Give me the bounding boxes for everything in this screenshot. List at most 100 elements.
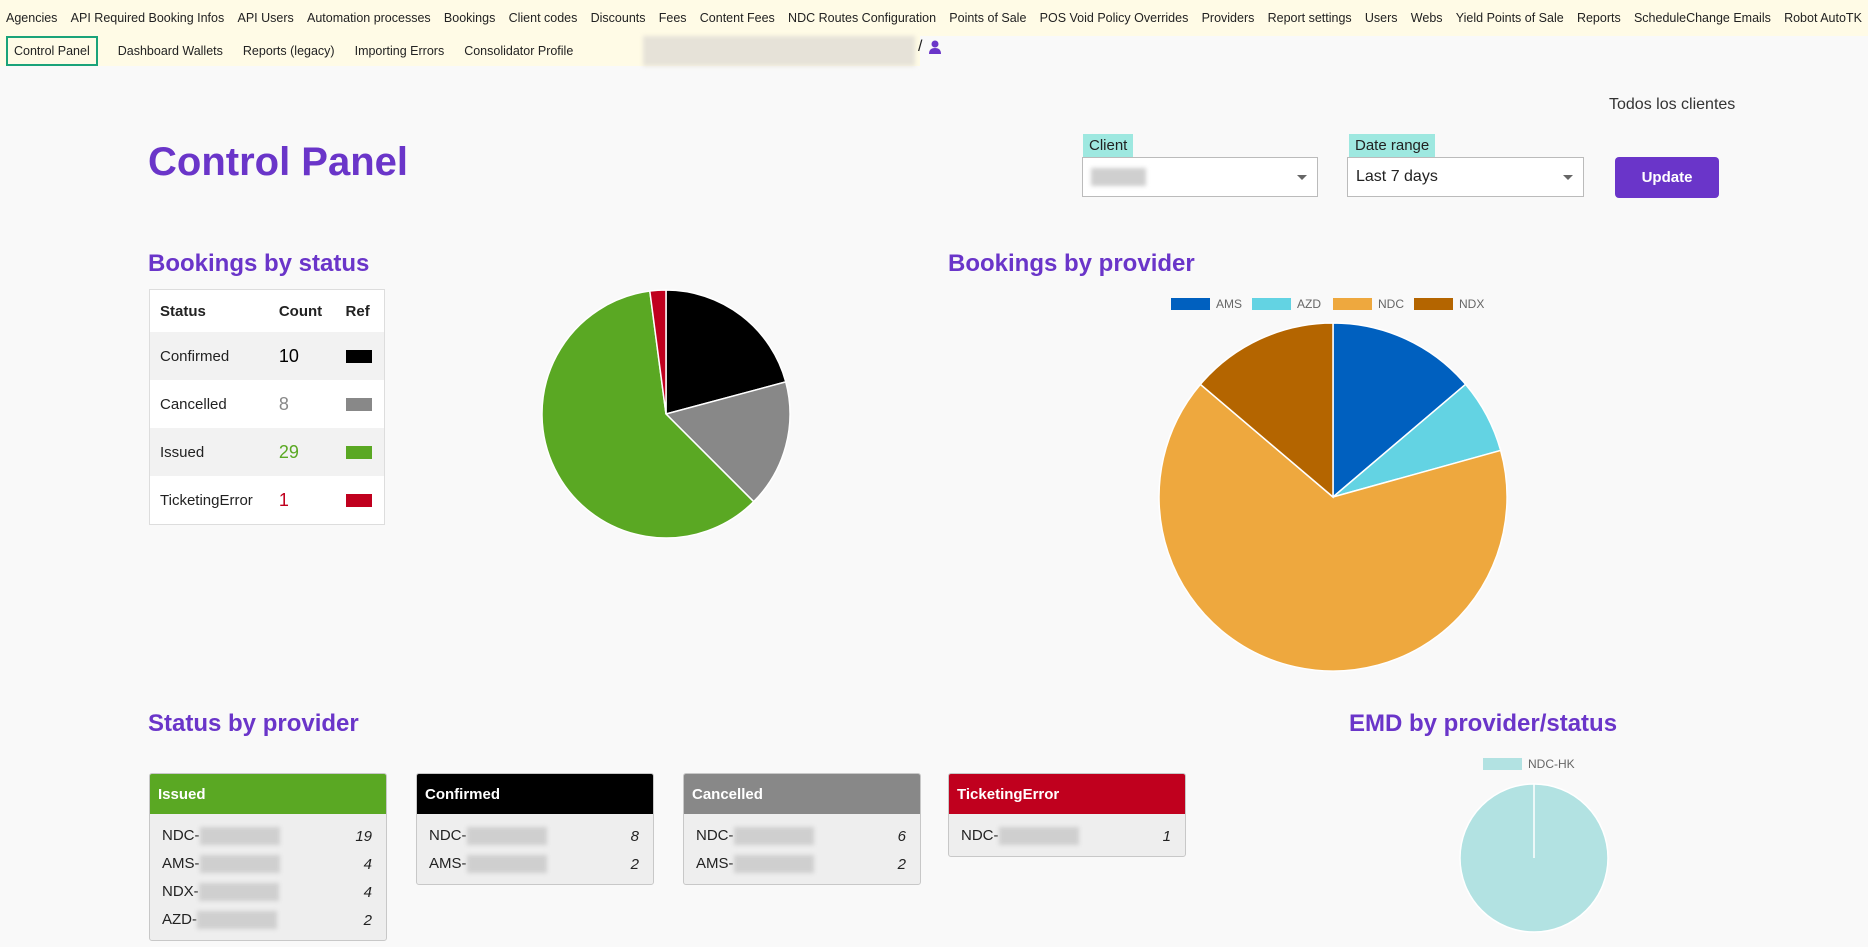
legend-label: AMS bbox=[1216, 297, 1242, 311]
card-row: NDX- 4 bbox=[150, 878, 386, 906]
nav-item[interactable]: Automation processes bbox=[306, 11, 431, 25]
status-name: Issued bbox=[149, 428, 269, 476]
nav-item[interactable]: Providers bbox=[1201, 11, 1255, 25]
provider-name: NDX- bbox=[162, 882, 199, 900]
pie-slice bbox=[664, 380, 791, 503]
provider-cell: NDC- bbox=[429, 827, 547, 846]
status-ref-cell bbox=[335, 332, 385, 380]
status-count: 8 bbox=[278, 393, 289, 414]
date-value: Last 7 days bbox=[1356, 168, 1438, 185]
status-name: TicketingError bbox=[160, 491, 253, 509]
nav-item[interactable]: Yield Points of Sale bbox=[1455, 11, 1564, 25]
table-row: Cancelled 8 bbox=[150, 380, 385, 428]
table-header: Ref bbox=[345, 302, 370, 320]
user-icon[interactable] bbox=[928, 40, 942, 54]
card-body: NDC- 8 AMS- 2 bbox=[417, 822, 653, 884]
status-swatch bbox=[345, 349, 372, 363]
provider-cell: NDX- bbox=[162, 882, 279, 902]
nav-item[interactable]: Bookings bbox=[443, 11, 496, 25]
table-row: Confirmed 10 bbox=[149, 332, 385, 380]
provider-blurred bbox=[466, 855, 547, 874]
provider-name: NDC- bbox=[961, 826, 999, 844]
status-ref-cell bbox=[336, 380, 385, 428]
legend-label: AZD bbox=[1297, 297, 1321, 311]
legend-label: NDC bbox=[1378, 297, 1404, 311]
status-count: 1 bbox=[278, 489, 289, 510]
pie-slice bbox=[1332, 383, 1502, 498]
card-row: AMS- 2 bbox=[684, 850, 920, 878]
provider-blurred bbox=[199, 827, 280, 846]
pie-slice bbox=[541, 290, 755, 539]
nav-item[interactable]: ScheduleChange Emails bbox=[1633, 11, 1771, 25]
status-count: 10 bbox=[268, 332, 336, 380]
client-scope: Todos los clientes bbox=[1609, 96, 1736, 113]
provider-blurred bbox=[733, 827, 814, 846]
nav-item[interactable]: POS Void Policy Overrides bbox=[1039, 11, 1189, 25]
card-header: TicketingError bbox=[949, 774, 1185, 814]
card-row: NDC- 19 bbox=[150, 822, 386, 850]
legend-swatch bbox=[1483, 758, 1522, 770]
provider-cell: AMS- bbox=[696, 855, 814, 874]
status-ref-cell bbox=[335, 428, 385, 476]
card-row: NDC- 6 bbox=[684, 822, 920, 850]
section-title: Bookings by status bbox=[148, 250, 370, 277]
nav-item[interactable]: Robot AutoTK bbox=[1784, 11, 1862, 25]
provider-blurred bbox=[198, 883, 279, 902]
provider-name: NDC- bbox=[696, 826, 734, 844]
nav-item[interactable]: Dashboard Wallets bbox=[117, 44, 223, 58]
nav-item[interactable]: Control Panel bbox=[6, 36, 98, 66]
section-title: EMD by provider/status bbox=[1349, 710, 1618, 737]
provider-cell: AMS- bbox=[162, 855, 280, 874]
status-swatch bbox=[345, 445, 372, 459]
provider-count: 4 bbox=[363, 883, 372, 901]
nav-item[interactable]: NDC Routes Configuration bbox=[788, 11, 937, 25]
nav-item[interactable]: API Users bbox=[237, 11, 294, 25]
card-row: AMS- 4 bbox=[150, 850, 386, 878]
client-blurred bbox=[1091, 168, 1146, 186]
provider-count: 6 bbox=[897, 827, 906, 845]
provider-count: 2 bbox=[630, 855, 639, 873]
nav-item[interactable]: Reports (legacy) bbox=[242, 44, 335, 58]
nav-item[interactable]: Webs bbox=[1410, 11, 1443, 25]
pie-slice bbox=[648, 289, 667, 415]
provider-count: 2 bbox=[897, 855, 906, 873]
card-header: Issued bbox=[150, 774, 386, 814]
user-blurred bbox=[643, 36, 915, 66]
nav-item[interactable]: Reports bbox=[1576, 11, 1621, 25]
nav-item[interactable]: Client codes bbox=[508, 11, 578, 25]
status-card: Issued NDC- 19 AMS- 4 NDX- 4 AZD- 2 bbox=[149, 773, 387, 941]
card-body: NDC- 1 bbox=[949, 822, 1185, 856]
nav-item[interactable]: Points of Sale bbox=[949, 11, 1027, 25]
user-separator: / bbox=[918, 38, 923, 55]
client-select[interactable] bbox=[1082, 157, 1318, 197]
nav-item[interactable]: Consolidator Profile bbox=[464, 44, 574, 58]
pie-slice bbox=[665, 289, 787, 415]
card-row: NDC- 1 bbox=[949, 822, 1185, 850]
status-swatch bbox=[345, 397, 372, 411]
nav-item[interactable]: Agencies bbox=[6, 11, 58, 25]
legend-swatch bbox=[1333, 298, 1372, 310]
nav-row: Agencies API Required Booking Infos API Us… bbox=[0, 0, 1868, 36]
card-header: Cancelled bbox=[684, 774, 920, 814]
nav-item[interactable]: Users bbox=[1364, 11, 1398, 25]
nav-item[interactable]: Content Fees bbox=[699, 11, 775, 25]
provider-name: NDC- bbox=[162, 826, 200, 844]
provider-blurred bbox=[998, 827, 1079, 846]
status-swatch bbox=[345, 493, 372, 507]
table-header: Count bbox=[278, 302, 323, 320]
nav-item[interactable]: Discounts bbox=[590, 11, 646, 25]
date-select[interactable]: Last 7 days bbox=[1347, 157, 1584, 197]
pie-slice bbox=[1158, 383, 1508, 672]
date-label: Date range bbox=[1349, 134, 1436, 157]
nav-item[interactable]: Importing Errors bbox=[354, 44, 445, 58]
pie-slice bbox=[1199, 322, 1334, 499]
provider-count: 2 bbox=[363, 911, 372, 929]
nav-item[interactable]: Report settings bbox=[1267, 11, 1352, 25]
provider-cell: NDC- bbox=[961, 826, 1079, 846]
nav-item[interactable]: API Required Booking Infos bbox=[70, 11, 225, 25]
provider-name: AMS- bbox=[429, 854, 467, 872]
provider-blurred bbox=[733, 855, 814, 874]
update-button[interactable]: Update bbox=[1615, 157, 1719, 198]
nav-item[interactable]: Fees bbox=[658, 11, 687, 25]
